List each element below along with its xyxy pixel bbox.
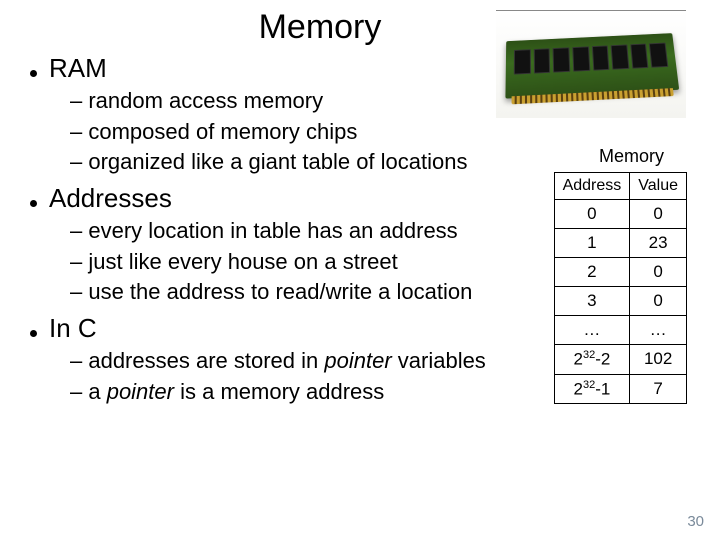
sub-bullet: – composed of memory chips (70, 117, 690, 147)
sub-bullet: – just like every house on a street (70, 247, 690, 277)
sub-bullet: – a pointer is a memory address (70, 377, 690, 407)
sub-bullet: – addresses are stored in pointer variab… (70, 346, 690, 376)
slide-title: Memory (170, 8, 470, 47)
section-heading: RAM (30, 53, 690, 84)
sub-bullet: – organized like a giant table of locati… (70, 147, 690, 177)
section-heading-text: Addresses (49, 183, 172, 214)
content-area: RAM– random access memory– composed of m… (30, 53, 690, 407)
sub-bullet: – every location in table has an address (70, 216, 690, 246)
section-heading-text: In C (49, 313, 97, 344)
section-heading: In C (30, 313, 690, 344)
bullet-dot-icon (30, 70, 37, 77)
section-heading-text: RAM (49, 53, 107, 84)
sub-bullet: – use the address to read/write a locati… (70, 277, 690, 307)
slide: Memory Memory Address Value 001232030……2… (0, 0, 720, 540)
page-number: 30 (687, 513, 704, 530)
sub-bullet: – random access memory (70, 86, 690, 116)
bullet-dot-icon (30, 330, 37, 337)
bullet-dot-icon (30, 200, 37, 207)
section-heading: Addresses (30, 183, 690, 214)
